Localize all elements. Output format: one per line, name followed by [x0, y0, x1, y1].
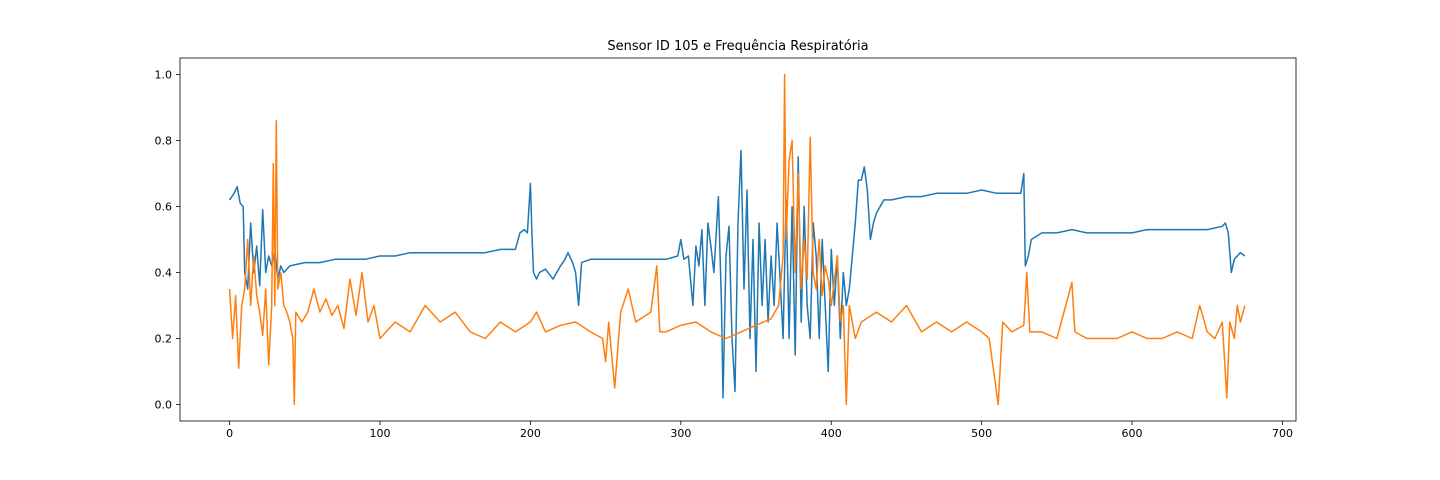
x-tick-label: 400 — [821, 427, 842, 440]
x-tick-label: 600 — [1122, 427, 1143, 440]
y-tick-label: 0.6 — [155, 201, 173, 214]
y-tick-label: 1.0 — [155, 69, 173, 82]
x-tick-label: 700 — [1272, 427, 1293, 440]
x-tick-label: 500 — [971, 427, 992, 440]
series-line-2 — [228, 73, 1246, 406]
x-tick-label: 300 — [670, 427, 691, 440]
plot-frame — [179, 57, 1297, 422]
x-tick-label: 100 — [370, 427, 391, 440]
x-axis: 0 100 200 300 400 500 600 700 — [226, 421, 1293, 440]
y-tick-label: 0.4 — [155, 267, 173, 280]
y-tick-label: 0.2 — [155, 333, 173, 346]
y-tick-label: 0.0 — [155, 399, 173, 412]
chart-title: Sensor ID 105 e Frequência Respiratória — [607, 39, 868, 54]
x-tick-label: 200 — [520, 427, 541, 440]
series-line-1 — [228, 149, 1246, 399]
y-axis: 0.0 0.2 0.4 0.6 0.8 1.0 — [155, 69, 180, 412]
x-tick-label: 0 — [226, 427, 233, 440]
series-layer — [228, 73, 1246, 406]
y-tick-label: 0.8 — [155, 135, 173, 148]
